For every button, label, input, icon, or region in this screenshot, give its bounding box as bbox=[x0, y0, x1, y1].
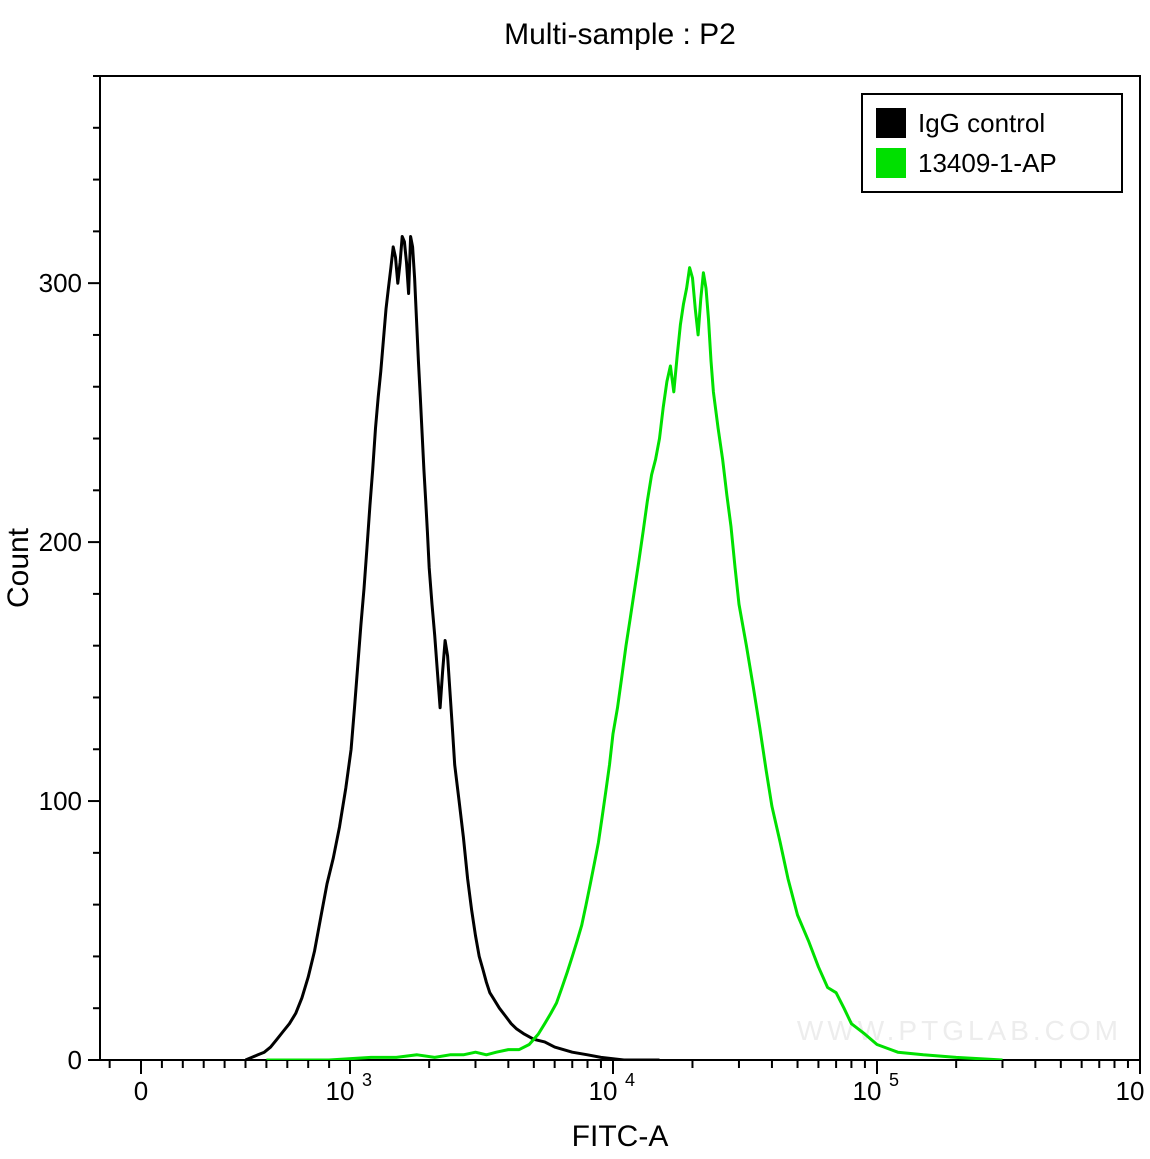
legend-label: 13409-1-AP bbox=[918, 148, 1057, 178]
svg-text:10: 10 bbox=[1116, 1076, 1145, 1106]
legend-swatch bbox=[876, 148, 906, 178]
svg-text:FITC-A: FITC-A bbox=[572, 1120, 669, 1153]
svg-text:Multi-sample : P2: Multi-sample : P2 bbox=[504, 18, 736, 51]
svg-text:10: 10 bbox=[589, 1076, 618, 1106]
svg-text:10: 10 bbox=[326, 1076, 355, 1106]
svg-text:5: 5 bbox=[889, 1070, 899, 1090]
flow-cytometry-chart: 01002003000103104105106FITC-ACountMulti-… bbox=[0, 0, 1150, 1159]
legend-label: IgG control bbox=[918, 108, 1045, 138]
legend-swatch bbox=[876, 108, 906, 138]
svg-text:10: 10 bbox=[853, 1076, 882, 1106]
svg-text:3: 3 bbox=[362, 1070, 372, 1090]
svg-text:300: 300 bbox=[39, 268, 82, 298]
svg-text:0: 0 bbox=[68, 1045, 82, 1075]
svg-text:200: 200 bbox=[39, 527, 82, 557]
svg-text:4: 4 bbox=[625, 1070, 635, 1090]
svg-text:WWW.PTGLAB.COM: WWW.PTGLAB.COM bbox=[797, 1015, 1122, 1046]
svg-text:0: 0 bbox=[134, 1076, 148, 1106]
svg-text:Count: Count bbox=[2, 527, 35, 608]
svg-text:100: 100 bbox=[39, 786, 82, 816]
